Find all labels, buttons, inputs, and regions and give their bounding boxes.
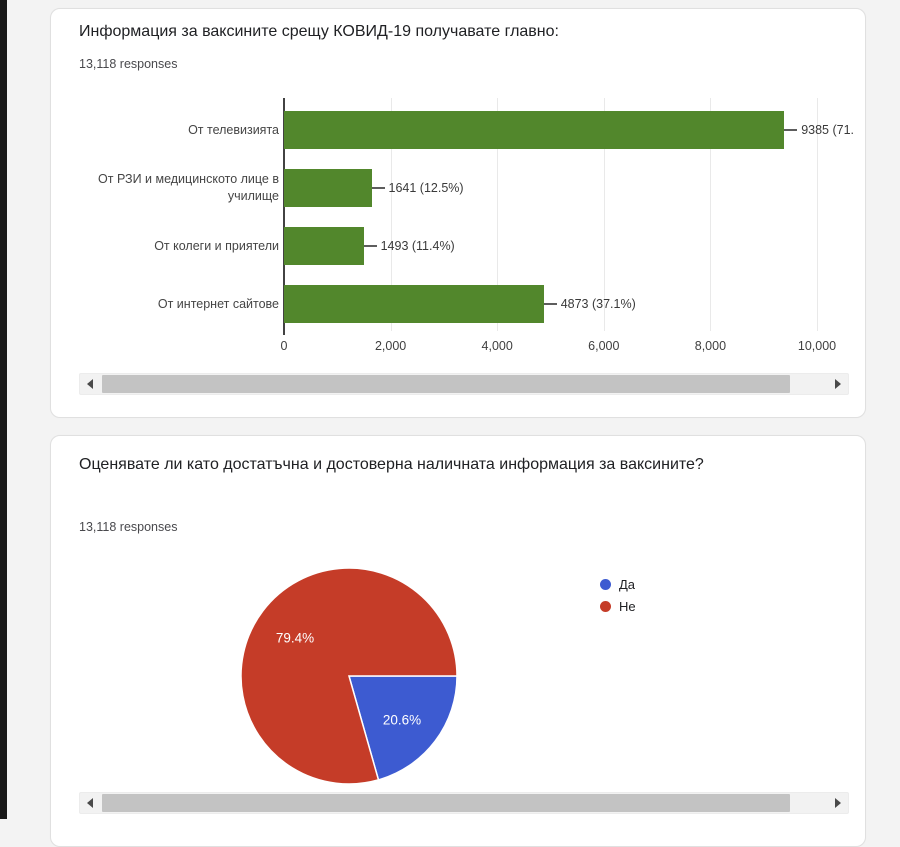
x-axis-tick-label: 8,000 [694,339,727,353]
horizontal-scrollbar[interactable] [79,792,849,814]
bar-value-text: 9385 (71. [801,123,855,137]
x-axis-tick-label: 4,000 [481,339,513,353]
x-axis-tick-label: 10,000 [797,339,837,353]
bar-value-label: 1641 (12.5%) [371,169,464,207]
pie-chart: 20.6% 79.4% [239,566,459,786]
legend-color-dot-icon [600,579,611,590]
bar-1[interactable] [284,169,372,207]
x-axis-tick-label: 2,000 [374,339,407,353]
legend-item: Не [600,596,636,617]
value-connector-line [363,245,377,247]
category-label: От интернет сайтове [157,296,279,311]
pie-slice-1[interactable] [240,567,458,785]
question-title: Информация за ваксините срещу КОВИД-19 п… [79,23,559,40]
bar-2[interactable] [284,227,364,265]
bar-0[interactable] [284,111,785,149]
value-connector-line [543,303,557,305]
value-connector-line [784,129,798,131]
scroll-left-icon [87,379,93,389]
bar-chart: 9385 (71. 1641 (12.5%) 1493 (11.4%) 4873 (3… [283,98,854,335]
category-label: От телевизията [188,122,279,137]
pie-percent-label: 20.6% [382,712,422,728]
scrollbar-thumb[interactable] [102,375,790,393]
gridline [603,98,605,331]
bar-value-label: 4873 (37.1%) [543,285,636,323]
pie-legend: Да Не [600,574,636,618]
horizontal-scrollbar[interactable] [79,373,849,395]
left-edge-strip [0,0,7,819]
pie-percent-label: 79.4% [275,630,315,646]
bar-value-label: 9385 (71. [784,111,854,149]
legend-label: Не [619,599,636,614]
gridline [710,98,712,331]
gridline [390,98,392,331]
category-label: От колеги и приятели [154,238,279,253]
responses-count: 13,118 responses [79,57,178,71]
scroll-right-button[interactable] [830,793,846,813]
scroll-right-icon [835,798,841,808]
gridline [817,98,818,331]
scrollbar-thumb[interactable] [102,794,790,812]
bar-value-text: 1641 (12.5%) [388,181,464,195]
value-connector-line [371,187,385,189]
pie-slice-0[interactable] [348,675,458,781]
legend-color-dot-icon [600,601,611,612]
bar-value-text: 4873 (37.1%) [560,297,636,311]
scroll-right-button[interactable] [830,374,846,394]
scroll-left-button[interactable] [82,374,98,394]
category-label: От РЗИ и медицинското лице в училище [98,172,279,203]
pie-svg [240,567,458,785]
question-title: Оценявате ли като достатъчна и достоверн… [79,456,704,473]
scroll-right-icon [835,379,841,389]
y-axis-line [283,98,285,335]
scroll-left-button[interactable] [82,793,98,813]
question-card-pie-chart: Оценявате ли като достатъчна и достоверн… [50,435,866,847]
bar-value-text: 1493 (11.4%) [380,239,455,253]
x-axis-tick-label: 6,000 [588,339,620,353]
legend-item: Да [600,574,636,595]
scroll-left-icon [87,798,93,808]
bar-value-label: 1493 (11.4%) [363,227,455,265]
legend-label: Да [619,577,636,592]
x-axis-tick-label: 0 [280,339,288,353]
gridline [497,98,499,331]
bar-3[interactable] [284,285,544,323]
responses-count: 13,118 responses [79,520,178,534]
question-card-bar-chart: Информация за ваксините срещу КОВИД-19 п… [50,8,866,418]
